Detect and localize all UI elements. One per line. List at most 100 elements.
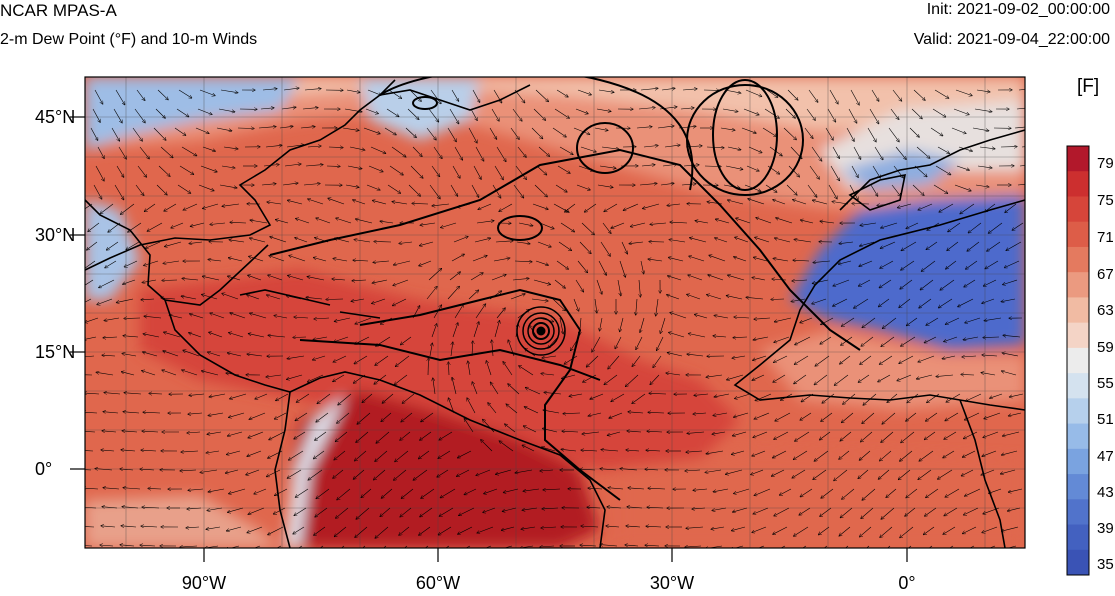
wind-arrow [906,412,917,421]
wind-arrow [833,279,850,286]
wind-arrow [334,526,347,537]
colorbar-label: 39 [1097,520,1114,537]
wind-arrow [307,277,325,281]
wind-arrow [347,165,362,169]
wind-arrow [560,222,574,232]
wind-arrow [281,107,296,109]
wind-arrow [467,398,476,414]
wind-arrow [693,413,707,414]
wind-arrow [304,89,321,90]
wind-arrow [580,469,596,470]
wind-arrow [253,545,261,548]
wind-arrow [714,393,730,397]
wind-arrow [583,374,597,382]
wind-arrow [861,507,874,519]
wind-arrow [101,450,115,451]
wind-arrow [607,507,622,508]
wind-arrow [853,146,861,159]
wind-arrow [548,336,559,348]
wind-arrow [142,279,157,283]
wind-arrow [780,545,786,548]
wind-arrow [871,89,879,101]
wind-arrow [542,447,556,452]
wind-arrow [592,336,601,352]
wind-arrow [771,299,785,300]
wind-arrow [879,279,892,288]
wind-arrow [982,526,998,533]
wind-arrow [670,313,687,319]
wind-arrow [374,242,392,243]
wind-arrow [814,450,829,461]
wind-arrow [895,146,906,159]
wind-arrow [356,431,369,442]
wind-arrow [465,545,471,548]
wind-arrow [228,276,241,281]
wind-arrow [734,412,749,417]
wind-arrow [496,545,513,548]
central-america-coast [164,299,381,393]
wind-arrow [210,223,226,225]
wind-arrow [840,355,851,364]
wind-arrow [451,342,453,357]
wind-arrow [372,298,386,304]
wind-arrow [344,108,362,112]
wind-arrow [268,450,283,458]
wind-arrow [478,203,492,209]
wind-arrow [144,260,159,266]
wind-arrow [1001,298,1016,302]
wind-arrow [945,317,960,324]
wind-arrow [122,431,138,432]
wind-arrow [372,279,388,283]
wind-arrow [542,428,558,433]
wind-arrow [617,279,621,296]
wind-arrow [122,354,137,357]
wind-arrow [447,286,459,300]
wind-arrow [1003,335,1021,337]
wind-arrow [123,336,139,337]
wind-arrow [202,146,215,151]
contour-1 [269,148,861,351]
wind-arrow [800,488,813,497]
wind-arrow [900,450,913,461]
colorbar-label: 47 [1097,448,1114,465]
wind-arrow [420,222,436,225]
wind-arrow [754,257,768,262]
wind-arrow [296,219,310,224]
wind-arrow [869,108,879,124]
wind-arrow [279,126,293,128]
wind-arrow [565,203,576,212]
wind-arrow [732,526,746,531]
wind-arrow [203,203,219,209]
wind-arrow [428,269,442,281]
wind-arrow [686,527,704,528]
wind-arrow [752,526,767,533]
wind-arrow [984,317,1002,321]
wind-arrow [349,146,365,150]
wind-arrow [944,431,957,439]
wind-arrow [713,412,728,416]
wind-arrow [489,127,497,139]
wind-arrow [917,374,933,379]
wind-arrow [773,374,786,382]
wind-arrow [337,412,350,423]
wind-arrow [755,237,770,243]
wind-arrow [142,371,156,376]
wind-arrow [983,337,1000,338]
wind-arrow [335,431,348,442]
wind-arrow [356,219,373,224]
init-time: Init: 2021-09-02_00:00:00 [926,1,1110,18]
wind-arrow [827,108,836,122]
wind-arrow [912,184,924,195]
wind-arrow [1008,412,1022,416]
wind-arrow [362,393,373,403]
wind-arrow [380,221,394,223]
wind-arrow [471,184,479,197]
wind-arrow [983,507,1000,514]
florida-gulf-coast [85,199,269,306]
wind-arrow [807,184,817,197]
lat-label: 30°N [35,225,75,245]
wind-arrow [353,200,366,205]
wind-arrow [602,222,611,233]
wind-arrow [543,489,561,490]
wind-arrow [381,412,392,422]
